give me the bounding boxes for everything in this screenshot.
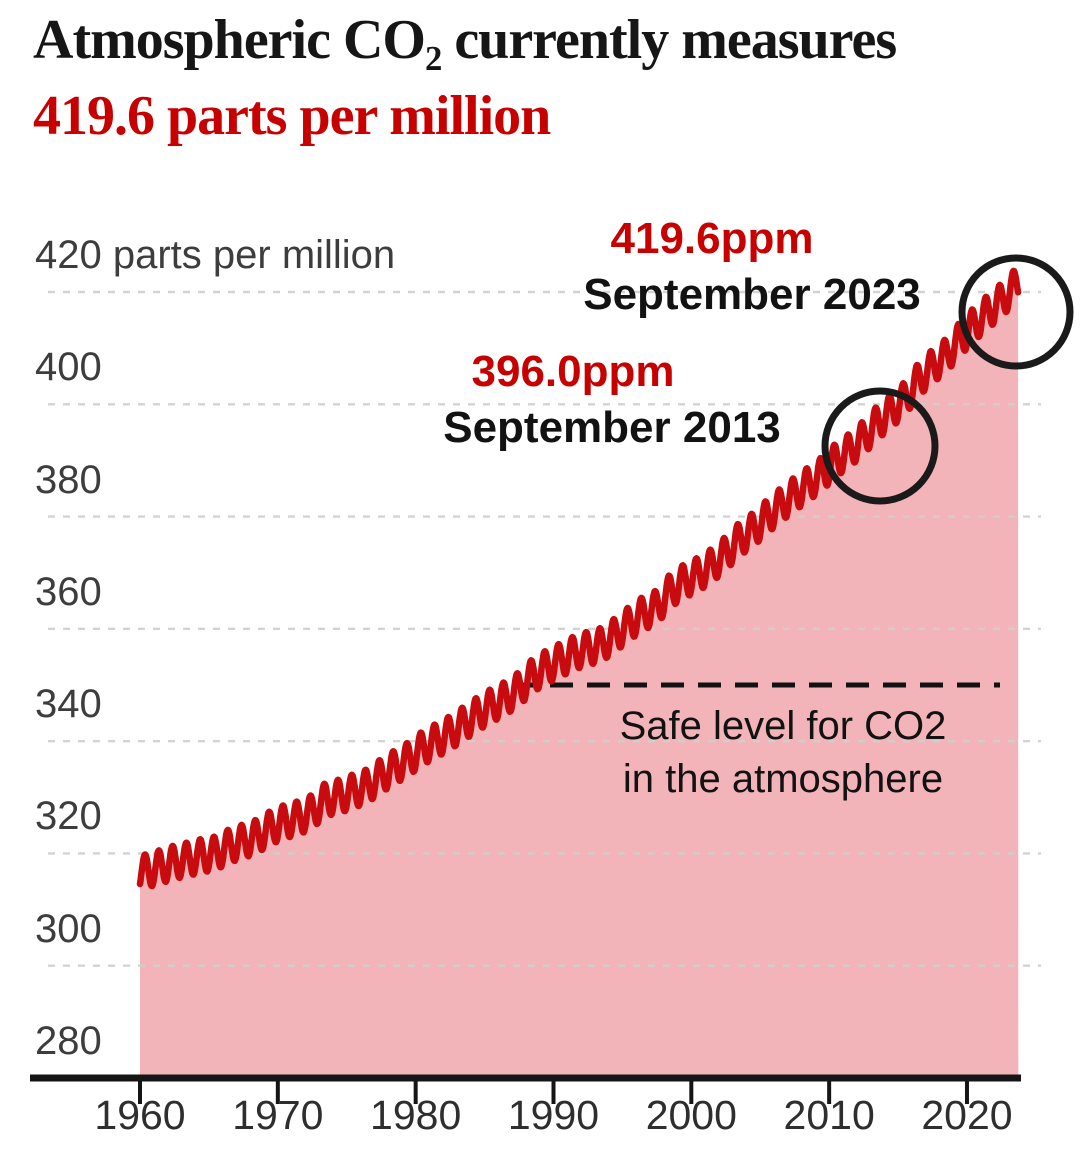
x-tick-label-1980: 1980 <box>370 1092 462 1138</box>
y-tick-label-400: 400 <box>35 345 102 390</box>
co2-line <box>136 267 1022 890</box>
annotation-value-2013: 396.0ppm <box>471 347 675 396</box>
chart-title-line2: 419.6 parts per million <box>33 85 551 147</box>
x-tick-label-1970: 1970 <box>232 1092 324 1138</box>
safe-level-label-line2: in the atmosphere <box>622 757 944 801</box>
co2-area-fill <box>140 270 1019 1075</box>
chart-title-line1: Atmospheric CO2 currently measures <box>33 9 897 79</box>
annotation-value-2023: 419.6ppm <box>610 214 814 263</box>
x-tick-label-2000: 2000 <box>645 1092 737 1138</box>
y-tick-label-280: 280 <box>35 1019 102 1063</box>
y-tick-label-300: 300 <box>35 906 102 951</box>
annotation-date-2013: September 2013 <box>443 403 781 452</box>
x-tick-label-1960: 1960 <box>94 1092 186 1138</box>
highlight-circle-2013 <box>821 387 939 505</box>
highlight-circle-2023 <box>958 254 1074 370</box>
y-tick-label-380: 380 <box>35 457 102 502</box>
x-tick-label-2010: 2010 <box>783 1092 875 1138</box>
annotation-date-2023: September 2023 <box>583 270 921 319</box>
x-tick-label-2020: 2020 <box>921 1092 1013 1138</box>
y-tick-label-340: 340 <box>35 682 102 727</box>
y-tick-label-360: 360 <box>35 569 102 614</box>
safe-level-label-line1: Safe level for CO2 <box>619 704 947 748</box>
y-tick-label-420: 420 parts per million <box>35 232 396 277</box>
y-tick-label-320: 320 <box>35 794 102 839</box>
co2-subscript: 2 <box>424 39 442 79</box>
x-tick-label-1990: 1990 <box>507 1092 600 1138</box>
x-axis-ticks <box>138 1081 969 1104</box>
